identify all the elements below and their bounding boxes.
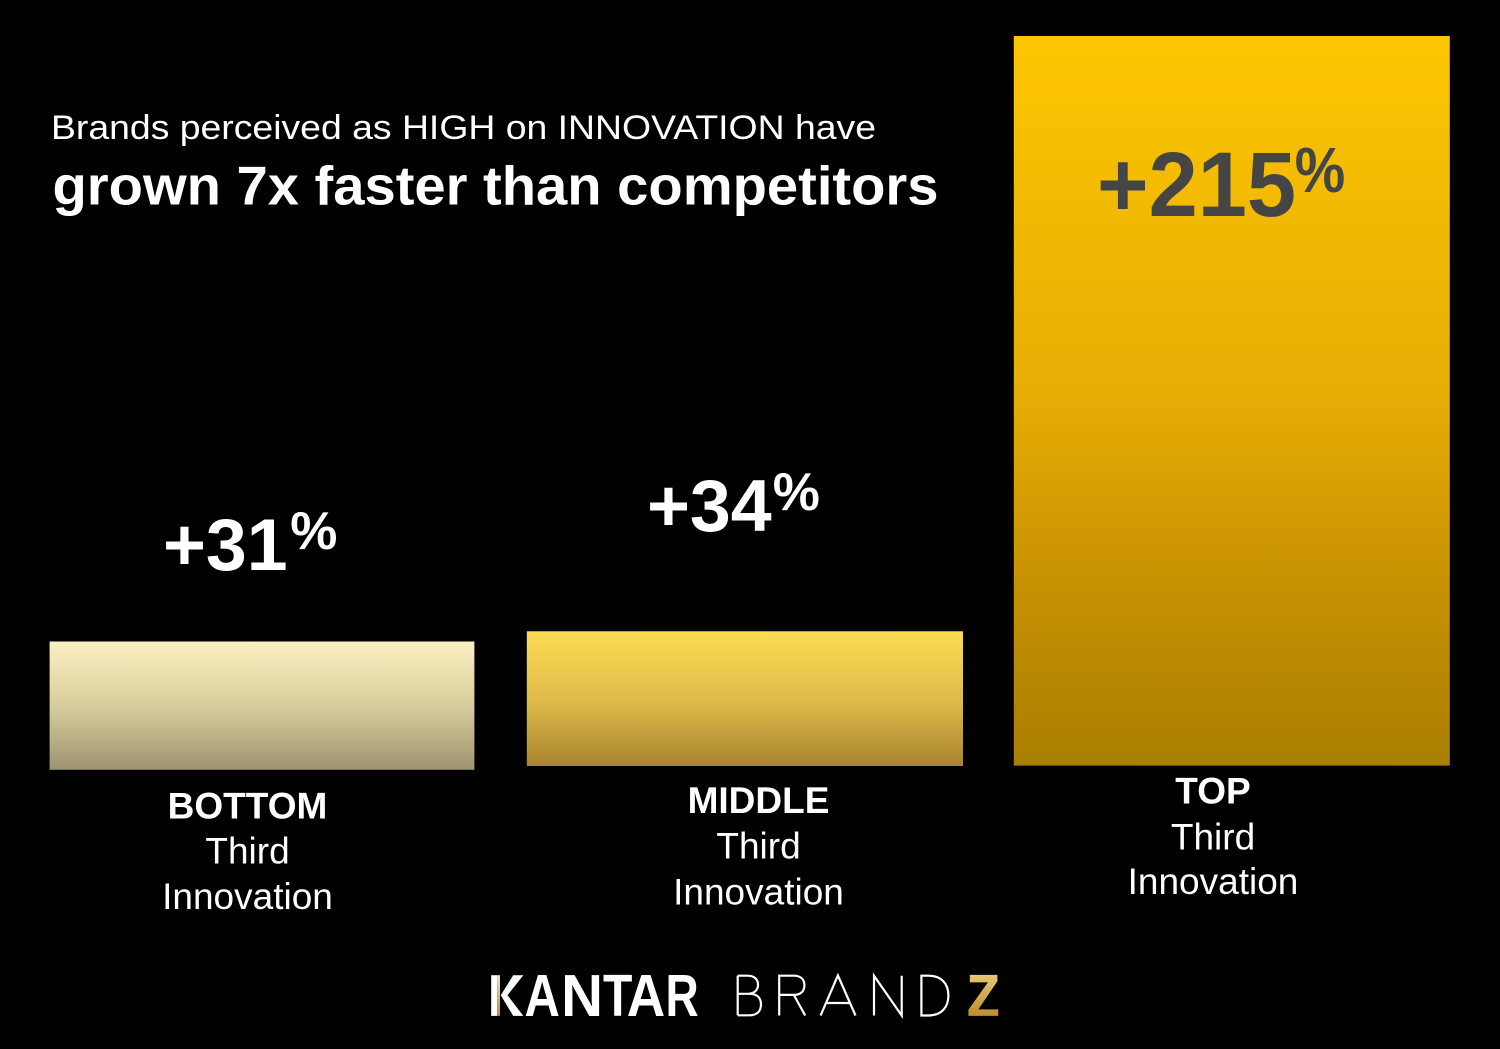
svg-text:Innovation: Innovation [673, 872, 844, 913]
svg-text:R: R [666, 962, 699, 1029]
svg-text:MIDDLE: MIDDLE [688, 780, 830, 821]
svg-text:T: T [603, 962, 632, 1029]
svg-text:Innovation: Innovation [162, 876, 333, 917]
svg-text:Third: Third [205, 831, 289, 872]
svg-text:N: N [561, 962, 603, 1029]
svg-text:Third: Third [716, 825, 800, 866]
svg-text:BOTTOM: BOTTOM [168, 786, 328, 827]
svg-text:A: A [627, 962, 665, 1029]
svg-text:TOP: TOP [1175, 771, 1250, 812]
svg-text:%: % [1295, 134, 1346, 206]
svg-text:Third: Third [1171, 817, 1255, 858]
svg-text:Innovation: Innovation [1128, 861, 1299, 902]
svg-text:grown 7x faster than competito: grown 7x faster than competitors [53, 154, 939, 216]
svg-text:Brands perceived as HIGH on IN: Brands perceived as HIGH on INNOVATION h… [51, 109, 876, 147]
svg-text:A: A [524, 962, 559, 1029]
svg-text:+215: +215 [1097, 134, 1296, 236]
